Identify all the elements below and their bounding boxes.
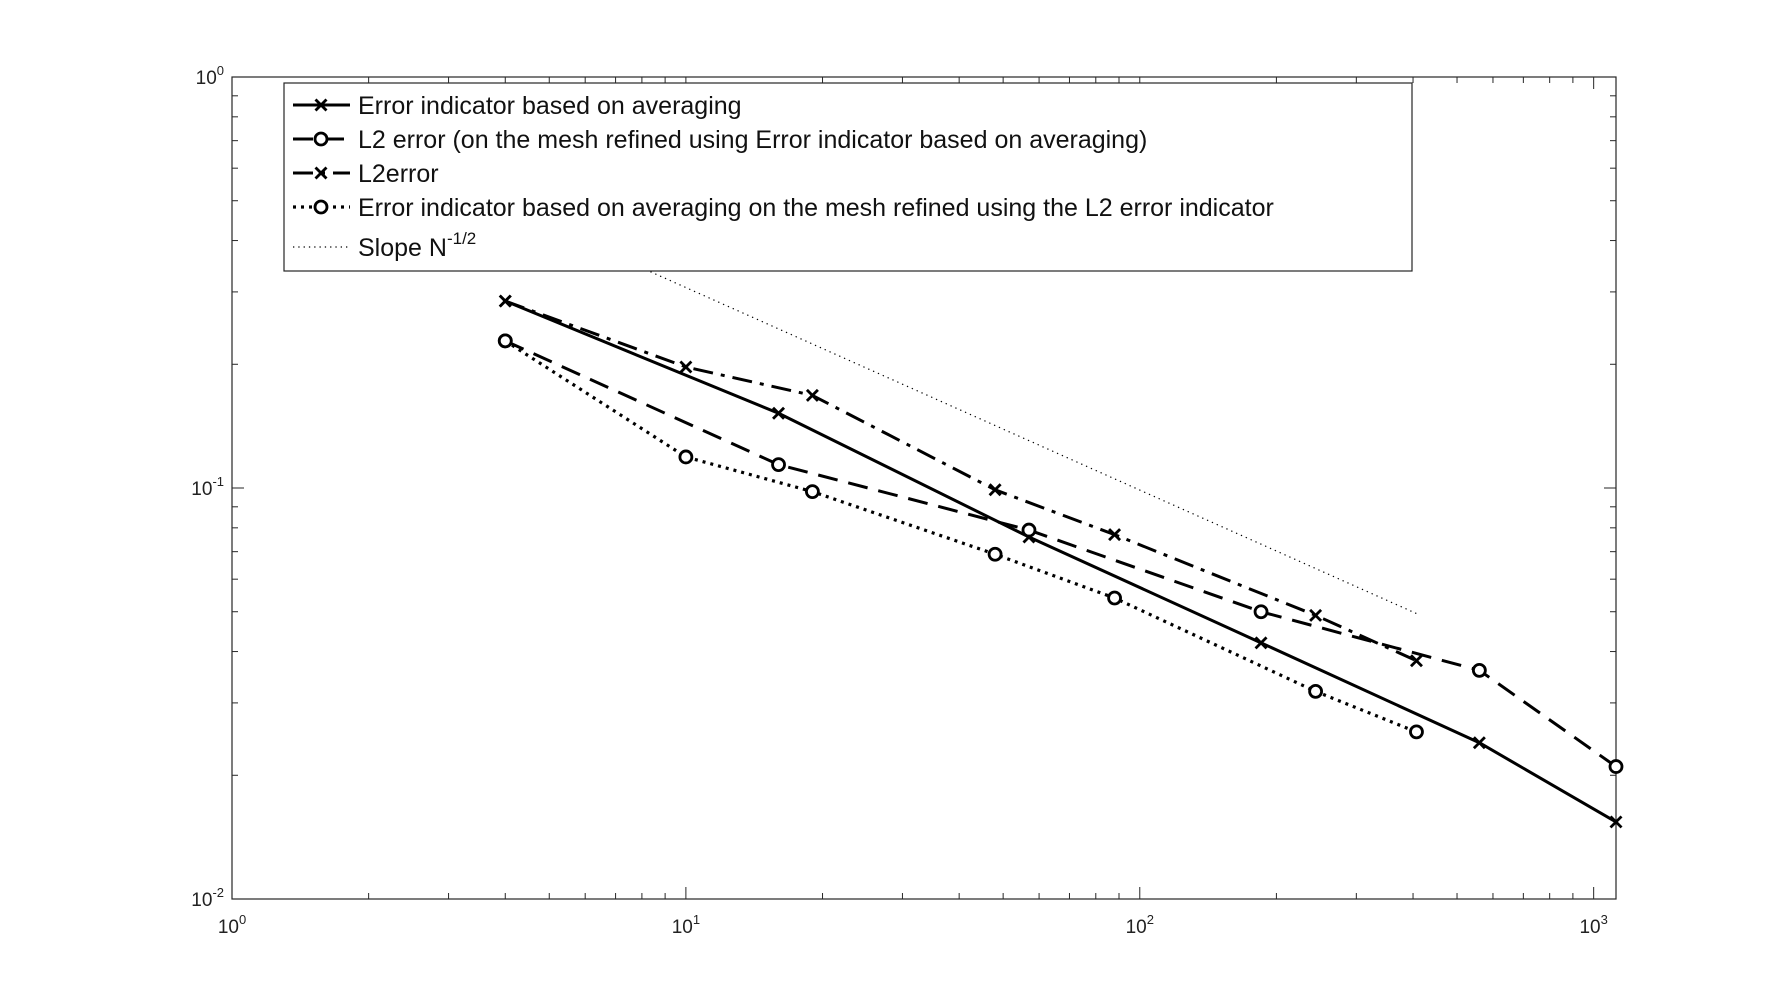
legend-label: L2error	[358, 160, 439, 188]
data-point	[1308, 683, 1324, 699]
series-line	[504, 339, 1617, 768]
data-point	[1021, 522, 1037, 538]
data-point	[988, 483, 1002, 497]
legend: Error indicator based on averaging L2 err…	[283, 82, 1413, 272]
data-point	[805, 388, 819, 402]
legend-marker	[314, 98, 328, 112]
y-tick-label: 100	[196, 63, 224, 89]
series-layer	[497, 269, 1624, 829]
data-point	[498, 294, 512, 308]
y-tick-label: 10-1	[191, 474, 224, 500]
legend-label: L2 error (on the mesh refined using Erro…	[358, 126, 1147, 154]
data-point	[1107, 590, 1122, 606]
legend-label: Error indicator based on averaging on th…	[358, 194, 1274, 222]
data-point	[678, 449, 694, 465]
data-point	[987, 546, 1003, 562]
legend-marker	[313, 199, 329, 215]
data-point	[1108, 528, 1122, 542]
data-point	[1254, 636, 1268, 650]
data-point	[1253, 604, 1269, 620]
x-tick-label: 100	[218, 912, 246, 938]
legend-label: Slope N-1/2	[358, 229, 476, 262]
data-point	[1471, 662, 1487, 678]
data-point	[1409, 654, 1423, 668]
y-tick-label: 10-2	[191, 885, 224, 911]
x-tick-label: 101	[672, 912, 700, 938]
data-point	[497, 333, 513, 349]
legend-marker	[313, 131, 329, 147]
data-point	[1472, 736, 1486, 750]
legend-label: Error indicator based on averaging	[358, 92, 742, 120]
series-3	[498, 294, 1423, 668]
x-tick-label: 103	[1579, 912, 1607, 938]
series-2	[497, 333, 1624, 774]
legend-marker	[314, 166, 328, 180]
data-point	[1309, 608, 1323, 622]
data-point	[772, 406, 786, 420]
x-tick-label: 102	[1126, 912, 1154, 938]
legend-box	[283, 82, 1413, 272]
data-point	[771, 457, 786, 473]
data-point	[679, 360, 693, 374]
data-point	[1409, 724, 1424, 740]
series-4	[497, 333, 1424, 740]
data-point	[805, 484, 820, 500]
data-point	[1609, 815, 1623, 829]
axis-ticks: 100 101 102 103 10-2 10-1 100	[191, 63, 1616, 938]
data-point	[1608, 759, 1624, 774]
series-line	[504, 299, 1617, 824]
